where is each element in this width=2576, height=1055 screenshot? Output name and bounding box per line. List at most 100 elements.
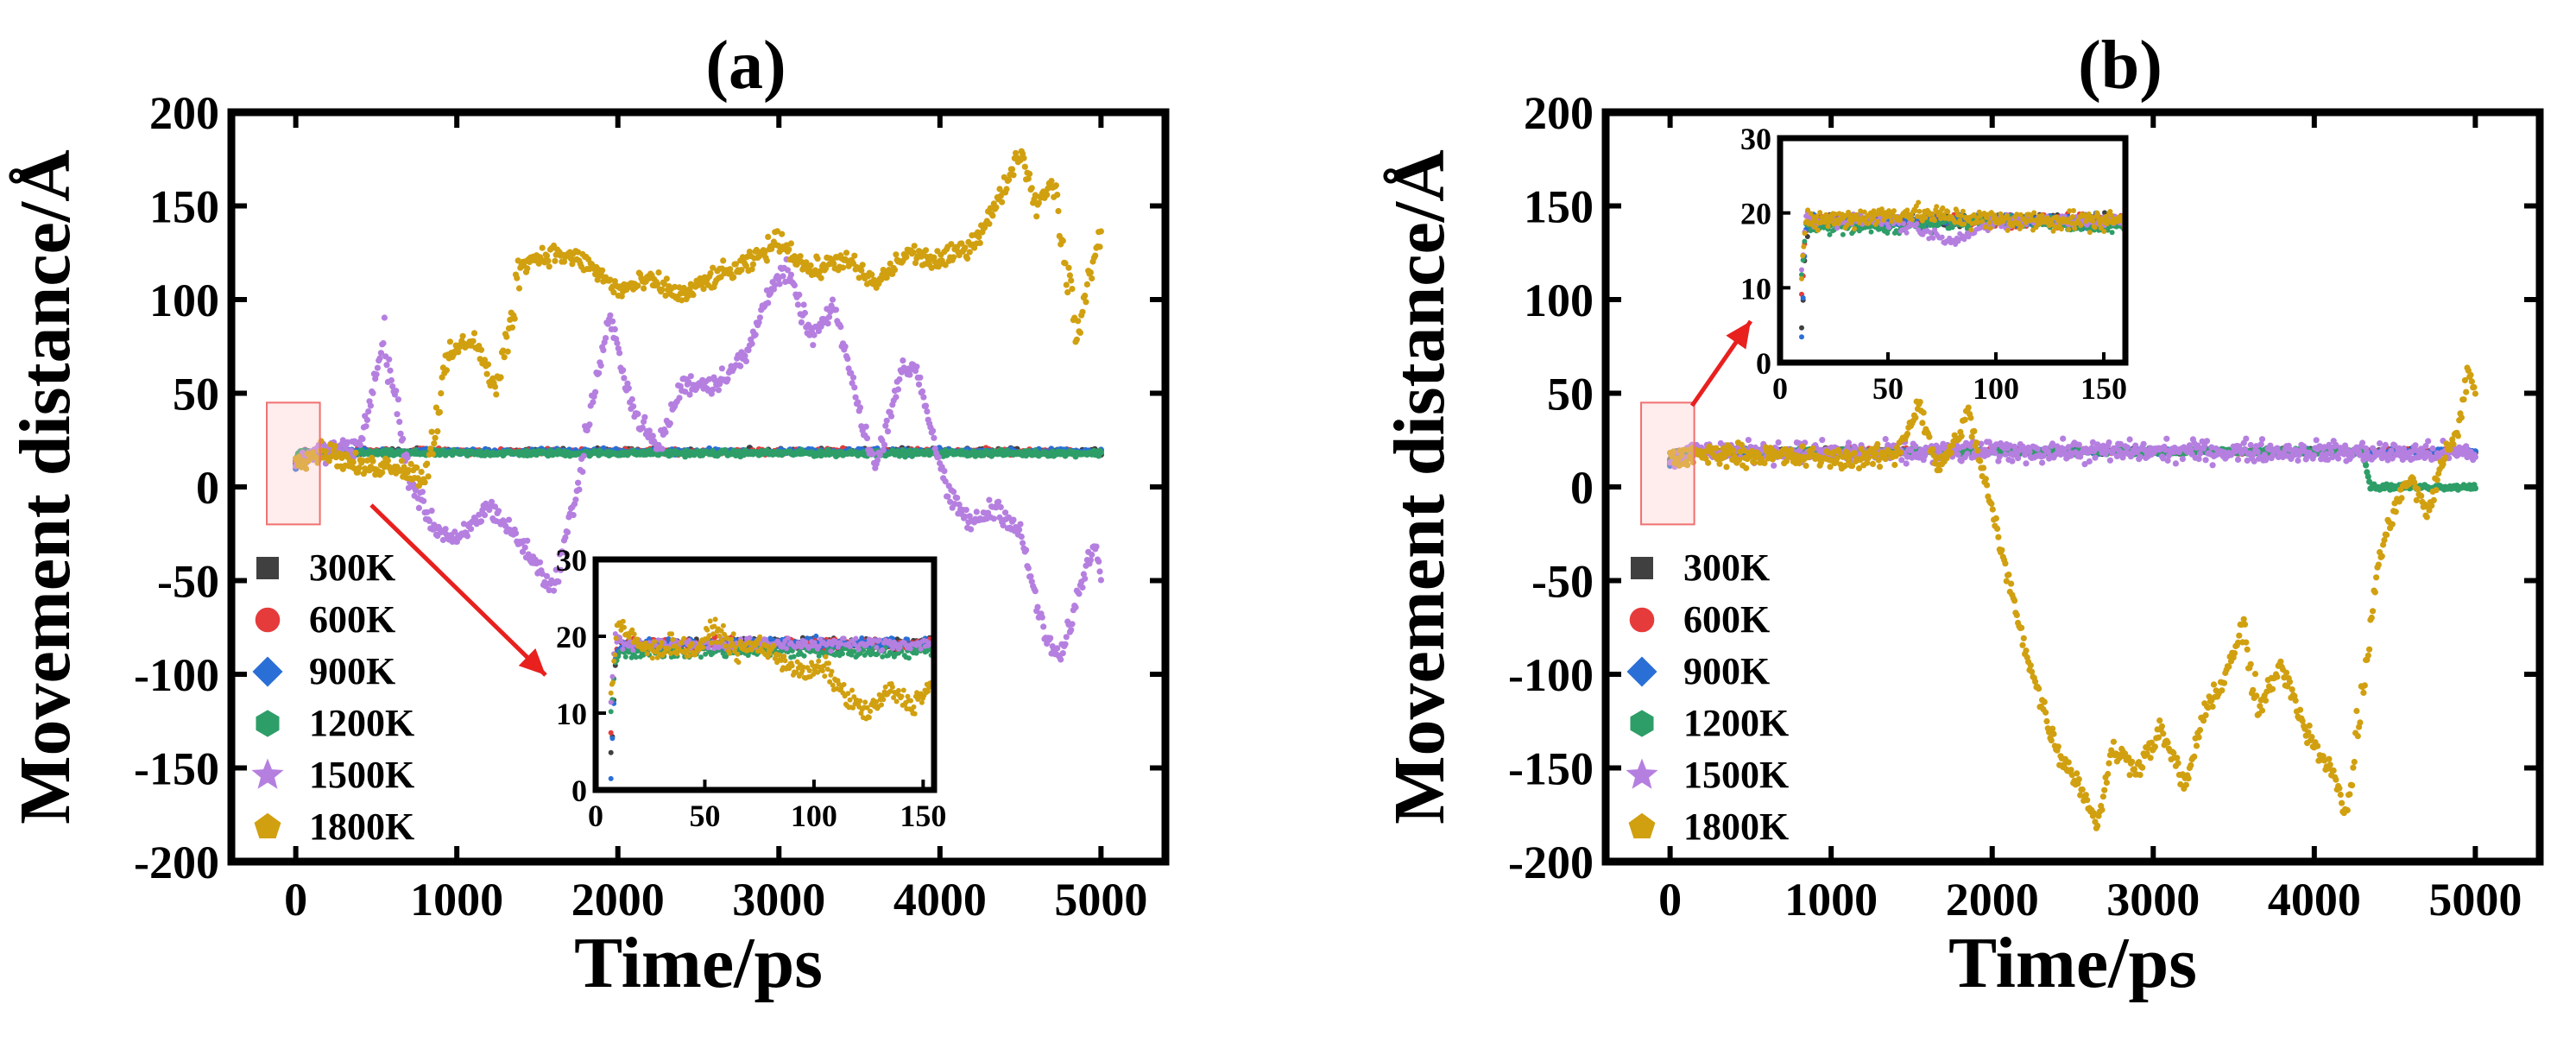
- panel-a-inset-1800K-point: [730, 631, 736, 637]
- panel-a-1800K-point: [1059, 237, 1066, 244]
- panel-a-1500K-point: [896, 376, 903, 382]
- panel-a-1500K-point: [387, 367, 394, 374]
- panel-a-inset-1800K-point: [824, 666, 830, 673]
- panel-a-inset-1800K-point: [669, 631, 675, 637]
- panel-a-1500K-point: [559, 549, 566, 556]
- panel-a-1500K-point: [997, 503, 1004, 511]
- panel-a-1800K-point: [859, 262, 866, 268]
- panel-a-inset-1800K-series-1800K: [608, 616, 934, 722]
- panel-a-inset-1800K-point: [778, 658, 784, 663]
- panel-a-1500K-point: [787, 271, 795, 278]
- panel-a-1500K-point: [389, 383, 396, 390]
- panel-a-1500K-point: [883, 417, 890, 424]
- panel-a-inset-1800K-point: [793, 669, 799, 675]
- panel-a-1500K-point: [562, 534, 569, 541]
- panel-a-1500K-point: [765, 300, 772, 306]
- panel-a-1500K-point: [1089, 551, 1095, 559]
- panel-a-ytick-label: 200: [149, 87, 219, 139]
- panel-a-1500K-point: [917, 374, 924, 381]
- panel-a-1500K-point: [386, 356, 393, 363]
- panel-a-inset-1800K-point: [919, 699, 925, 705]
- panel-a-inset-900K-point: [813, 633, 819, 639]
- panel-a-ytick-label: -50: [157, 556, 219, 608]
- panel-a-1500K-points: [293, 256, 1104, 663]
- panel-a-1500K-point: [856, 404, 864, 411]
- panel-a-inset-900K-point: [608, 775, 614, 781]
- panel-a-1500K-point: [776, 281, 783, 287]
- panel-a-1500K-point: [1040, 623, 1047, 630]
- panel-a-1500K-point: [1010, 516, 1017, 523]
- panel-a-1800K-point: [455, 349, 462, 356]
- panel-a-1500K-point: [876, 452, 883, 458]
- panel-a-1500K-point: [580, 452, 587, 459]
- panel-a-1500K-point: [396, 419, 403, 426]
- panel-a-1800K-point: [830, 260, 837, 268]
- panel-a-inset-1200K-point: [840, 651, 845, 657]
- panel-a-1800K-point: [1069, 286, 1076, 293]
- panel-a-1500K-point: [718, 365, 726, 372]
- panel-a-1500K-point: [1096, 568, 1103, 575]
- panel-a-1500K-point: [1039, 614, 1045, 621]
- panel-b: (b)0 1000 2000 3000 4000 5000-200-150-100-500…: [1380, 28, 2544, 1003]
- panel-a-1800K-point: [690, 292, 697, 299]
- panel-a-inset-1800K-point: [658, 644, 664, 649]
- panel-a-1500K-point: [798, 319, 805, 325]
- panel-a-1800K-point: [1055, 207, 1062, 215]
- panel-a-1800K-point: [303, 465, 310, 472]
- panel-a-inset-1200K-point: [703, 651, 709, 657]
- panel-a-inset-1800K-point: [874, 699, 880, 704]
- panel-a-1500K-point: [603, 335, 609, 342]
- panel-a-inset-1500K-point: [747, 635, 753, 641]
- panel-a-1500K-point: [855, 399, 862, 406]
- panel-a-1500K-point: [394, 411, 401, 418]
- panel-a-1500K-point: [682, 389, 689, 395]
- panel-a-1500K-point: [662, 429, 669, 436]
- panel-a-1800K-point: [618, 293, 625, 300]
- panel-a-1500K-point: [625, 385, 632, 392]
- panel-a-inset-1800K-point: [900, 687, 906, 693]
- panel-a-inset-ytick-label: 30: [556, 543, 587, 578]
- panel-a-1800K-point: [856, 275, 862, 281]
- panel-a-1800K-point: [1035, 199, 1042, 206]
- panel-a-legend-marker-900K: [252, 656, 283, 687]
- panel-a-1800K-point: [401, 464, 407, 471]
- panel-a-1800K-point: [993, 204, 1000, 211]
- panel-a-1500K-point: [557, 566, 565, 573]
- panel-a-1800K-point: [1028, 185, 1035, 192]
- panel-a-inset-1800K-point: [710, 631, 717, 637]
- panel-a-1500K-point: [395, 396, 401, 403]
- panel-a-arrow-head: [518, 648, 546, 675]
- panel-a-1500K-point: [715, 387, 723, 394]
- panel-a-1500K-point: [555, 578, 562, 585]
- panel-a-1800K-point: [989, 212, 996, 219]
- panel-a-1800K-point: [868, 271, 875, 278]
- panel-a-1500K-point: [624, 380, 631, 387]
- panel-a-inset-xtick-label: 0: [588, 799, 603, 833]
- panel-a-1800K-point: [1089, 275, 1095, 282]
- panel-a-1800K-point: [543, 252, 551, 259]
- panel-a-1500K-point: [1016, 527, 1023, 534]
- panel-a-1500K-point: [1062, 641, 1069, 648]
- panel-a-1800K-point: [470, 330, 478, 337]
- panel-a-1800K-point: [1096, 243, 1103, 250]
- panel-a-1800K-point: [742, 262, 750, 269]
- panel-a-1500K-point: [1068, 627, 1075, 634]
- panel-a-inset-1800K-point: [681, 635, 687, 641]
- panel-a-inset-1800K-point: [729, 641, 736, 647]
- panel-a-1500K-point: [373, 371, 380, 378]
- panel-a-1500K-point: [481, 512, 489, 519]
- panel-a-1500K-point: [951, 501, 958, 508]
- panel-a-1500K-point: [931, 434, 938, 441]
- panel-a-inset-1200K-point: [633, 654, 639, 660]
- panel-a-inset-1500K-point: [918, 646, 924, 652]
- panel-a-1800K-point: [560, 258, 568, 265]
- panel-a-1800K-point: [975, 233, 982, 241]
- panel-a-1800K-point: [763, 257, 771, 264]
- panel-a-1500K-point: [1093, 543, 1100, 550]
- panel-a-1800K-point: [911, 243, 918, 250]
- panel-a-1500K-point: [1018, 534, 1025, 540]
- panel-a-inset-1800K-point: [689, 641, 695, 647]
- panel-a-inset-1500K-point: [897, 644, 903, 650]
- panel-a-1500K-point: [954, 495, 961, 502]
- panel-a-1800K-point: [459, 332, 466, 339]
